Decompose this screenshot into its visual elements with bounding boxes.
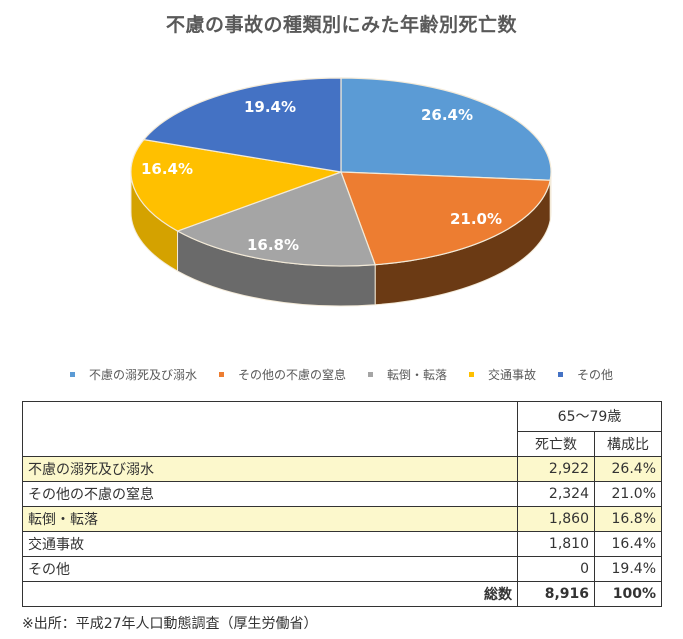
table-subheader-row: 死亡数 構成比: [23, 430, 662, 458]
source-footnote: ※出所：平成27年人口動態調査（厚生労働省）: [22, 616, 318, 632]
legend-swatch-icon: [69, 372, 75, 377]
table-corner-cell: [22, 401, 518, 457]
row-ratio: 21.0%: [594, 481, 662, 507]
legend-label: その他: [577, 368, 614, 382]
total-ratio: 100%: [594, 581, 662, 607]
death-statistics-table: 65〜79歳 死亡数 構成比 不慮の溺死及び溺水 2,922 26.4% その他…: [22, 401, 662, 607]
total-deaths: 8,916: [517, 581, 595, 607]
table-row: 不慮の溺死及び溺水 2,922 26.4%: [22, 456, 662, 482]
deaths-column-header: 死亡数: [517, 430, 595, 458]
table-row: その他の不慮の窒息 2,324 21.0%: [22, 481, 662, 507]
table-row: 交通事故 1,810 16.4%: [22, 531, 662, 557]
row-ratio: 26.4%: [594, 456, 662, 482]
row-label: 交通事故: [22, 531, 518, 557]
age-group-header: 65〜79歳: [517, 401, 662, 432]
row-label: その他の不慮の窒息: [22, 481, 518, 507]
chart-legend: 不慮の溺死及び溺水 その他の不慮の窒息 転倒・転落 交通事故 その他: [0, 366, 683, 383]
ratio-column-header: 構成比: [594, 430, 662, 458]
legend-swatch-icon: [367, 372, 373, 377]
pie-slice: [176, 171, 376, 267]
row-deaths: 2,324: [517, 481, 595, 507]
row-label: 転倒・転落: [22, 506, 518, 532]
row-deaths: 0: [517, 556, 595, 582]
legend-item-other: その他: [558, 366, 613, 383]
chart-title: 不慮の事故の種類別にみた年齢別死亡数: [165, 14, 517, 36]
pie-slice: [130, 138, 344, 232]
legend-swatch-icon: [469, 372, 474, 377]
table-row: その他 0 19.4%: [22, 556, 662, 582]
row-deaths: 1,860: [517, 506, 595, 532]
row-deaths: 2,922: [517, 456, 595, 482]
pie-slice: [340, 171, 551, 266]
legend-item-traffic: 交通事故: [469, 366, 536, 383]
row-ratio: 16.4%: [594, 531, 662, 557]
row-label: 不慮の溺死及び溺水: [22, 456, 518, 482]
row-ratio: 19.4%: [594, 556, 662, 582]
pie-data-label: 16.8%: [247, 236, 299, 254]
table-total-row: 総数 8,916 100%: [22, 581, 662, 607]
legend-label: 転倒・転落: [386, 368, 447, 382]
legend-label: その他の不慮の窒息: [237, 368, 346, 382]
pie-data-label: 16.4%: [141, 160, 193, 178]
legend-label: 不慮の溺死及び溺水: [88, 368, 197, 382]
pie-data-label: 26.4%: [421, 106, 473, 124]
legend-swatch-icon: [218, 372, 224, 377]
row-deaths: 1,810: [517, 531, 595, 557]
legend-item-fall: 転倒・転落: [367, 366, 447, 383]
row-ratio: 16.8%: [594, 506, 662, 532]
total-label: 総数: [22, 581, 518, 607]
legend-label: 交通事故: [488, 368, 537, 382]
pie-data-label: 21.0%: [450, 210, 502, 228]
legend-item-drowning: 不慮の溺死及び溺水: [69, 366, 197, 383]
table-header-row: 65〜79歳: [22, 401, 662, 457]
pie-data-label: 19.4%: [244, 98, 296, 116]
pie-chart: 26.4% 21.0% 16.8% 16.4% 19.4%: [130, 77, 552, 307]
row-label: その他: [22, 556, 518, 582]
table-row: 転倒・転落 1,860 16.8%: [22, 506, 662, 532]
legend-swatch-icon: [558, 372, 564, 377]
pie-slice: [142, 77, 342, 173]
legend-item-suffocation: その他の不慮の窒息: [218, 366, 346, 383]
pie-slice: [340, 77, 552, 181]
